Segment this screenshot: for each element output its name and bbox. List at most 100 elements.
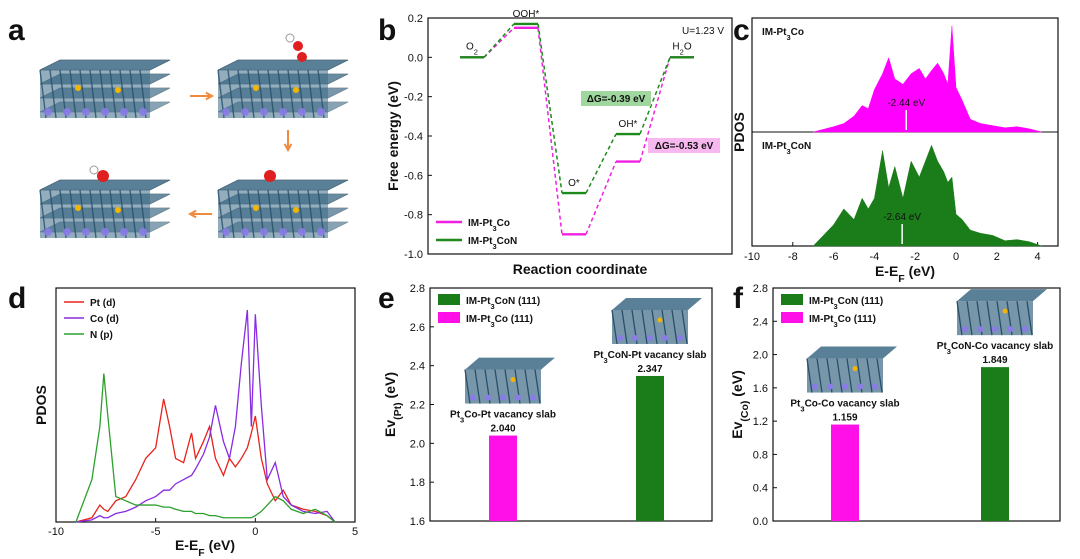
o-atom xyxy=(293,41,303,51)
lattice-bond xyxy=(611,309,618,345)
bar-category-label: Pt3Co-Pt vacancy slab xyxy=(450,410,556,425)
lattice-bond xyxy=(1016,301,1023,336)
panel-label-f: f xyxy=(733,282,744,315)
lattice-bond xyxy=(986,301,993,336)
y-tick-label: 2.0 xyxy=(410,438,425,450)
lattice-bond xyxy=(534,369,541,404)
vacancy-atom xyxy=(115,87,121,93)
state-label: O2 xyxy=(466,41,478,56)
y-tick-label: -0.4 xyxy=(404,131,423,143)
arrow-2 xyxy=(283,130,293,153)
co-atom xyxy=(101,108,109,116)
slab-top xyxy=(957,289,1047,302)
pdos-line-1 xyxy=(75,309,336,523)
pdos-line-0 xyxy=(75,398,336,523)
y-tick-label: 2.2 xyxy=(410,400,425,412)
slab-top xyxy=(612,297,702,310)
state-label: O* xyxy=(568,178,580,189)
co-atom xyxy=(632,334,638,341)
annotation-pt3con: ΔG=-0.39 eV xyxy=(581,91,651,106)
lattice-bond xyxy=(49,69,57,119)
slab-model-4 xyxy=(39,165,171,239)
bar-1 xyxy=(636,375,664,521)
y-tick-label: 0.4 xyxy=(753,483,768,495)
panel-d-pdos-chart: -10 -5 0 5 E-EF (eV) PDOS Pt (d) Co (d) N (p) xyxy=(33,287,358,559)
co-atom xyxy=(812,383,818,390)
band-center-label: -2.44 eV xyxy=(887,98,925,109)
pdos-area-1 xyxy=(812,144,1042,247)
slab-top xyxy=(465,357,555,370)
legend-label: IM-Pt3Co (111) xyxy=(809,314,876,329)
panel-label-d: d xyxy=(8,282,26,315)
legend-label: IM-Pt3CoN (111) xyxy=(809,296,883,311)
panel-label-b: b xyxy=(378,14,396,47)
legend-label: IM-Pt3Co (111) xyxy=(466,314,533,329)
energy-connector xyxy=(483,27,515,58)
pdos-line-2 xyxy=(75,373,336,523)
energy-connector xyxy=(585,161,617,235)
lattice-bond xyxy=(866,358,873,393)
co-atom xyxy=(279,228,287,236)
x-axis-title: Reaction coordinate xyxy=(513,261,648,277)
bar-0 xyxy=(489,435,517,521)
co-atom xyxy=(241,228,249,236)
lattice-bond xyxy=(247,69,255,119)
vacancy-slab-icon xyxy=(611,297,702,345)
co-atom xyxy=(298,228,306,236)
panel-f-bar-chart: 2.8 2.4 2.0 1.6 1.2 0.8 0.4 0.0 Ev(Co) (eV) 1.159… xyxy=(729,283,1061,528)
x-tick-label: 5 xyxy=(352,526,358,538)
co-atom xyxy=(677,334,683,341)
bar-1 xyxy=(981,367,1009,521)
y-tick-label: 0.8 xyxy=(753,449,768,461)
vacancy-atom xyxy=(75,205,81,211)
pdos-area-0 xyxy=(813,25,1042,133)
co-atom xyxy=(298,108,306,116)
co-atom xyxy=(857,383,863,390)
annotation-pt3co: ΔG=-0.53 eV xyxy=(648,138,720,153)
lattice-bond xyxy=(227,189,235,239)
y-tick-label: 0.0 xyxy=(408,52,423,64)
y-tick-label: 1.8 xyxy=(410,477,425,489)
y-tick-label: 2.8 xyxy=(410,283,425,295)
x-tick-label: 0 xyxy=(252,526,258,538)
lattice-bond xyxy=(109,189,117,239)
o-atom xyxy=(264,170,276,182)
co-atom xyxy=(139,228,147,236)
vacancy-atom xyxy=(293,87,299,93)
state-label: OH* xyxy=(619,119,638,130)
vacancy-atom xyxy=(657,317,663,323)
legend-label: Co (d) xyxy=(90,314,119,325)
y-tick-label: 1.6 xyxy=(753,383,768,395)
y-tick-label: 2.6 xyxy=(410,322,425,334)
lattice-bond xyxy=(836,358,843,393)
lattice-bond xyxy=(307,69,315,119)
panel-label-c: c xyxy=(733,14,750,47)
co-atom xyxy=(63,108,71,116)
x-tick-label: 0 xyxy=(953,251,959,263)
x-axis-title: E-EF (eV) xyxy=(875,263,935,285)
lattice-bond xyxy=(956,301,963,336)
x-tick-label: -10 xyxy=(744,251,760,263)
vacancy-slab-icon xyxy=(806,346,897,393)
annotation-bg xyxy=(648,138,720,153)
lattice-bond xyxy=(129,189,137,239)
series-IM-Pt3Co xyxy=(460,26,694,236)
y-axis-title: Free energy (eV) xyxy=(385,81,401,191)
legend-label: IM-Pt3CoN xyxy=(468,236,517,251)
co-atom xyxy=(82,228,90,236)
y-axis-title: PDOS xyxy=(731,112,747,152)
co-atom xyxy=(222,108,230,116)
co-atom xyxy=(317,108,325,116)
vacancy-atom xyxy=(253,205,259,211)
co-atom xyxy=(827,383,833,390)
o-atom xyxy=(97,170,109,182)
legend-label: N (p) xyxy=(90,330,113,341)
plot-frame xyxy=(55,287,356,523)
arrow-1 xyxy=(190,91,215,101)
panel-label-a: a xyxy=(8,14,25,47)
arrow-3 xyxy=(187,209,212,219)
lattice-bond xyxy=(287,189,295,239)
slab-layer xyxy=(217,59,349,71)
vacancy-atom xyxy=(1002,308,1008,314)
co-atom xyxy=(872,383,878,390)
